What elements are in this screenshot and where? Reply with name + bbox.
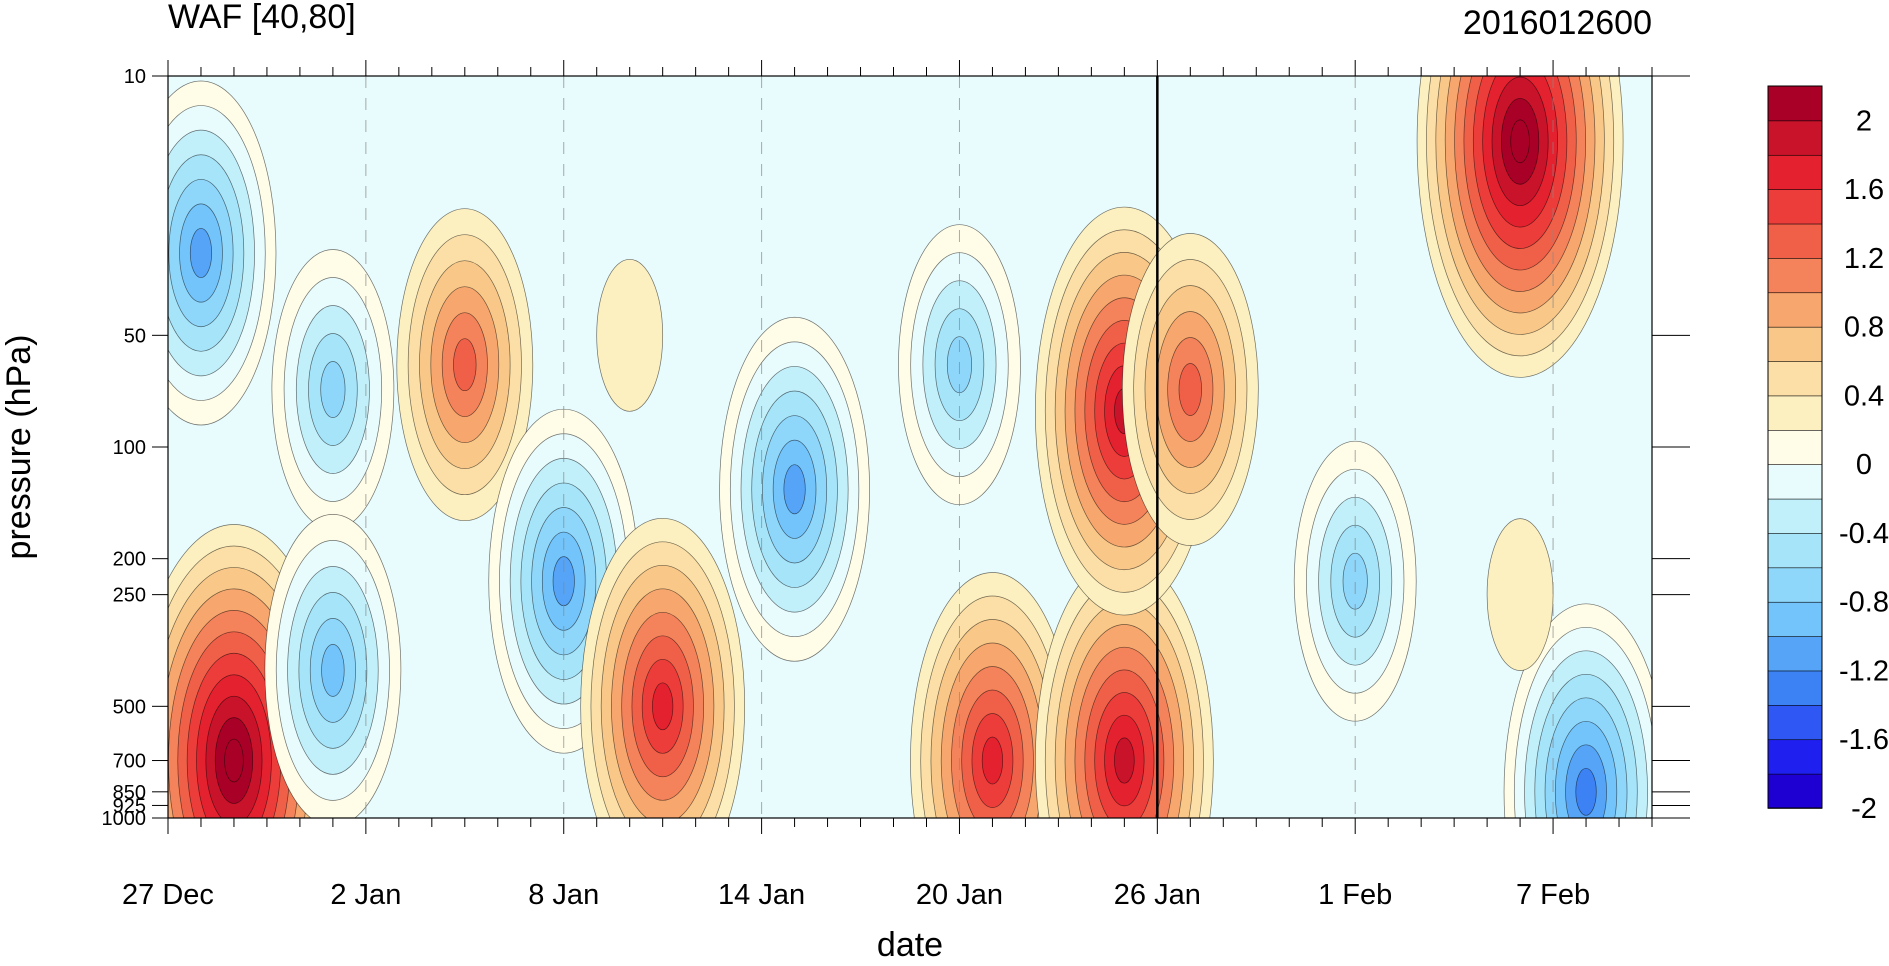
contour-feature — [168, 80, 277, 426]
colorbar-frame — [1767, 85, 1823, 809]
x-tick-label: 7 Feb — [1516, 879, 1590, 911]
y-tick-label: 925 — [113, 795, 146, 817]
contour-feature — [719, 316, 870, 662]
y-tick-label: 200 — [113, 549, 146, 571]
colorbar-swatch — [1767, 291, 1823, 328]
contour-feature — [1035, 556, 1214, 818]
colorbar-swatch — [1767, 670, 1823, 706]
colorbar-swatch — [1767, 223, 1823, 259]
colorbar-label: -1.6 — [1839, 724, 1889, 756]
colorbar-swatch — [1767, 360, 1823, 397]
x-tick-label: 2 Jan — [330, 879, 401, 911]
colorbar-label: 0.8 — [1844, 312, 1884, 344]
contour-feature — [910, 572, 1075, 818]
colorbar-swatch — [1767, 532, 1823, 569]
y-tick-label: 50 — [124, 325, 146, 347]
colorbar: 2 1.6 1.2 0.8 0.4 0 -0.4 -0.8 -1.2 -1.6 -2 — [1767, 85, 1889, 825]
x-tick-label: 14 Jan — [718, 879, 805, 911]
contour-fields — [168, 76, 1652, 818]
colorbar-swatch — [1767, 120, 1823, 156]
contour-feature — [1486, 518, 1554, 671]
y-tick-label: 1000 — [102, 808, 147, 830]
contour-feature — [1293, 440, 1417, 722]
colorbar-label: 1.2 — [1844, 243, 1884, 275]
colorbar-label: 0 — [1856, 449, 1872, 481]
contour-band — [453, 338, 477, 392]
contour-band — [981, 736, 1004, 785]
colorbar-swatch — [1767, 704, 1823, 741]
x-tick-label: 26 Jan — [1114, 879, 1201, 911]
contour-band — [783, 464, 806, 515]
colorbar-swatch — [1767, 326, 1823, 362]
colorbar-swatch — [1767, 188, 1823, 225]
x-axis-label: date — [877, 926, 943, 961]
colorbar-swatch — [1767, 85, 1823, 122]
contour-band — [189, 228, 213, 278]
contour-band — [652, 682, 674, 731]
x-tick-label: 27 Dec — [122, 879, 214, 911]
contour-band — [321, 644, 345, 697]
colorbar-swatch — [1767, 498, 1823, 534]
colorbar-swatch — [1767, 738, 1823, 775]
y-tick-label: 250 — [113, 585, 146, 607]
colorbar-swatch — [1767, 154, 1823, 190]
x-axis: 27 Dec 2 Jan 8 Jan 14 Jan 20 Jan 26 Jan 1 Feb 7… — [122, 60, 1653, 911]
colorbar-swatch — [1767, 601, 1823, 637]
colorbar-swatch — [1767, 773, 1823, 809]
colorbar-swatch — [1767, 429, 1823, 465]
contour-feature — [1416, 76, 1624, 378]
colorbar-label: -0.4 — [1839, 518, 1889, 550]
contour-band — [1178, 363, 1202, 416]
colorbar-swatch — [1767, 395, 1823, 431]
y-tick-label: 700 — [113, 751, 146, 773]
contour-band — [596, 258, 664, 412]
contour-feature — [898, 224, 1021, 506]
y-tick-label: 850 — [113, 782, 146, 804]
colorbar-label: -1.2 — [1839, 655, 1889, 687]
y-axis-label: pressure (hPa) — [0, 335, 38, 560]
contour-band — [1114, 737, 1135, 784]
contour-feature — [396, 208, 534, 522]
x-tick-label: 1 Feb — [1318, 879, 1392, 911]
colorbar-label: 2 — [1856, 105, 1872, 137]
contour-band — [320, 361, 346, 418]
contour-band — [1510, 119, 1530, 164]
colorbar-label: 0.4 — [1844, 380, 1884, 412]
colorbar-swatch — [1767, 635, 1823, 672]
chart-title: WAF [40,80] — [168, 0, 356, 36]
y-tick-label: 100 — [113, 437, 146, 459]
plot-area — [167, 75, 1653, 819]
colorbar-swatch — [1767, 567, 1823, 603]
contour-band — [1575, 767, 1597, 816]
x-tick-label: 8 Jan — [528, 879, 599, 911]
contour-feature — [596, 258, 664, 412]
contour-band — [224, 738, 244, 783]
contour-feature — [271, 249, 395, 530]
y-tick-label: 10 — [124, 66, 146, 88]
colorbar-swatch — [1767, 257, 1823, 294]
colorbar-label: -2 — [1851, 793, 1877, 825]
colorbar-swatch — [1767, 463, 1823, 500]
colorbar-label: 1.6 — [1844, 174, 1884, 206]
chart-subtitle: 2016012600 — [1463, 4, 1652, 42]
contour-band — [1486, 518, 1554, 671]
x-tick-label: 20 Jan — [916, 879, 1003, 911]
contour-feature — [1121, 233, 1259, 546]
contour-feature — [1503, 603, 1652, 818]
colorbar-label: -0.8 — [1839, 587, 1889, 619]
contour-feature — [264, 514, 402, 818]
contour-feature — [580, 518, 745, 818]
y-tick-label: 500 — [113, 696, 146, 718]
